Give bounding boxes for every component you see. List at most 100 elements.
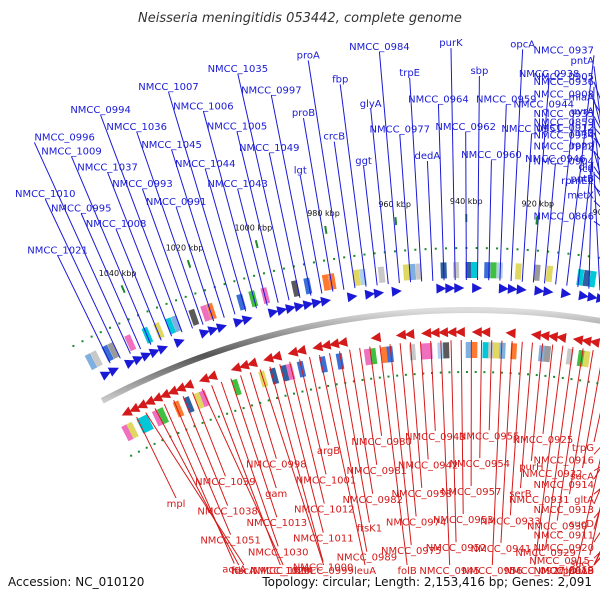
forward-gene-label[interactable]: NMCC_1049 bbox=[239, 143, 300, 154]
reverse-gene-label[interactable]: sucB bbox=[570, 566, 594, 577]
forward-gene-label[interactable]: NMCC_1043 bbox=[207, 179, 268, 190]
reverse-gene-label[interactable]: NMCC_0957 bbox=[441, 487, 502, 498]
reverse-gene-label[interactable]: NMCC_1039 bbox=[195, 477, 256, 488]
forward-gene-label[interactable]: NMCC_0959 bbox=[476, 95, 537, 106]
forward-gene-label[interactable]: lgt bbox=[294, 165, 307, 176]
reverse-gene-label[interactable]: NMCC_0925 bbox=[513, 435, 574, 446]
forward-gene-label[interactable]: NMCC_0934 bbox=[533, 130, 594, 141]
reverse-gene-label[interactable]: NMCC_0913 bbox=[533, 505, 594, 516]
forward-gene-label[interactable]: NMCC_1035 bbox=[208, 64, 269, 75]
forward-gene-label[interactable]: NMCC_1008 bbox=[86, 219, 147, 230]
forward-gene-label[interactable]: NMCC_1036 bbox=[106, 122, 167, 133]
forward-gene-label[interactable]: dld bbox=[579, 162, 594, 173]
reverse-gene-label[interactable]: NMCC_0931 bbox=[509, 495, 570, 506]
forward-gene-label[interactable]: dedA bbox=[415, 151, 441, 162]
forward-gene-label[interactable]: miaA bbox=[569, 92, 595, 103]
forward-gene-label[interactable]: pntB bbox=[571, 174, 595, 185]
forward-gene-label[interactable]: NMCC_0937 bbox=[533, 45, 594, 56]
reverse-gene-label[interactable]: NMCC_0998 bbox=[246, 460, 307, 471]
forward-gene-label[interactable]: rlmB bbox=[571, 128, 595, 139]
forward-gene-label[interactable]: crcB bbox=[323, 132, 345, 143]
reverse-gene-label[interactable]: NMCC_0941 bbox=[471, 544, 532, 555]
reverse-gene-label[interactable]: gltA bbox=[574, 495, 594, 506]
forward-gene-label[interactable]: NMCC_0962 bbox=[435, 122, 496, 133]
forward-gene-label[interactable]: NMCC_0977 bbox=[370, 125, 431, 136]
forward-gene-label[interactable]: NMCC_0964 bbox=[408, 95, 469, 106]
reverse-gene-label[interactable]: folB bbox=[397, 566, 416, 577]
forward-gene-label[interactable]: proB bbox=[292, 108, 315, 119]
reverse-gene-label[interactable]: NMCC_0911 bbox=[533, 530, 594, 541]
reverse-gene-label[interactable]: NMCC_1000 bbox=[293, 563, 354, 574]
reverse-gene-label[interactable]: fdx bbox=[231, 566, 247, 577]
forward-gene-label[interactable]: NMCC_0951 bbox=[501, 124, 562, 135]
reverse-gene-label[interactable]: NMCC_1030 bbox=[248, 547, 309, 558]
forward-gene-label[interactable]: NMCC_1021 bbox=[27, 245, 88, 256]
reverse-gene-label[interactable]: NMCC_0989 bbox=[337, 553, 398, 564]
forward-gene-label[interactable]: NMCC_0905 bbox=[533, 72, 594, 83]
forward-gene-label[interactable]: NMCC_0995 bbox=[51, 204, 112, 215]
forward-gene-label[interactable]: NMCC_0938 bbox=[519, 69, 580, 80]
reverse-gene-label[interactable]: NMCC_0916 bbox=[533, 455, 594, 466]
reverse-gene-label[interactable]: NMCC_0975 bbox=[381, 546, 442, 557]
reverse-gene-label[interactable]: NMCC_0952 bbox=[426, 543, 487, 554]
reverse-gene-label[interactable]: NMCC_0918 bbox=[533, 566, 594, 577]
reverse-gene-label[interactable]: lpdA3 bbox=[565, 566, 594, 577]
forward-gene-label[interactable]: NMCC_0859 bbox=[533, 117, 594, 128]
reverse-gene-label[interactable]: argB bbox=[317, 446, 340, 457]
forward-gene-label[interactable]: NMCC_0944 bbox=[513, 99, 574, 110]
reverse-gene-label[interactable]: NMCC_0929 bbox=[515, 548, 576, 559]
reverse-gene-label[interactable]: sucA bbox=[570, 472, 594, 483]
forward-gene-label[interactable]: proA bbox=[297, 51, 320, 62]
forward-gene-label[interactable]: pntA bbox=[571, 56, 595, 67]
forward-gene-label[interactable]: NMCC_0991 bbox=[146, 197, 207, 208]
forward-gene-label[interactable]: rpmJ bbox=[571, 141, 594, 152]
reverse-gene-label[interactable]: trpG bbox=[572, 443, 594, 454]
reverse-gene-label[interactable]: NMCC_0981 bbox=[347, 466, 408, 477]
reverse-gene-label[interactable]: NMCC_0920 bbox=[533, 543, 594, 554]
reverse-gene-label[interactable]: NMCC_0982 bbox=[342, 495, 403, 506]
reverse-gene-label[interactable]: NMCC_0999 bbox=[293, 566, 354, 577]
forward-gene-label[interactable]: rpmE2 bbox=[561, 176, 594, 187]
reverse-gene-label[interactable]: ftsK1 bbox=[357, 524, 382, 535]
reverse-gene-label[interactable]: trpD bbox=[555, 566, 577, 577]
reverse-gene-label[interactable]: NMCC_0932 bbox=[522, 469, 583, 480]
reverse-gene-label[interactable]: NMCC_0919 bbox=[533, 566, 594, 577]
reverse-gene-label[interactable]: NMCC_0945 bbox=[419, 566, 480, 577]
forward-gene-label[interactable]: sbp bbox=[470, 66, 488, 77]
forward-gene-label[interactable]: NMCC_0922 bbox=[533, 141, 594, 152]
forward-gene-label[interactable]: NMCC_1006 bbox=[173, 101, 234, 112]
reverse-gene-label[interactable]: NMCC_0914 bbox=[533, 480, 594, 491]
reverse-gene-label[interactable]: NMCC_1034 bbox=[253, 566, 314, 577]
forward-gene-label[interactable]: NMCC_0946 bbox=[525, 154, 586, 165]
forward-gene-label[interactable]: NMCC_1045 bbox=[141, 140, 202, 151]
forward-gene-label[interactable]: fbp bbox=[332, 74, 348, 85]
reverse-gene-label[interactable]: NMCC_1029 bbox=[250, 566, 311, 577]
forward-gene-label[interactable]: purK bbox=[439, 38, 463, 49]
reverse-gene-label[interactable]: NMCC_0915 bbox=[529, 556, 590, 567]
reverse-gene-label[interactable]: sucD bbox=[569, 519, 594, 530]
forward-gene-label[interactable]: NMCC_0866 bbox=[533, 211, 594, 222]
reverse-gene-label[interactable]: NMCC_1011 bbox=[293, 534, 354, 545]
forward-gene-label[interactable]: trpE bbox=[399, 68, 420, 79]
forward-gene-label[interactable]: NMCC_0904 bbox=[533, 157, 594, 168]
forward-gene-label[interactable]: NMCC_1037 bbox=[77, 162, 138, 173]
reverse-gene-label[interactable]: mpl bbox=[167, 499, 186, 510]
reverse-gene-label[interactable]: NMCC_0974 bbox=[386, 517, 447, 528]
forward-gene-label[interactable]: NMCC_0935 bbox=[533, 109, 594, 120]
forward-gene-label[interactable]: NMCC_1044 bbox=[175, 159, 236, 170]
reverse-gene-label[interactable]: hscA bbox=[232, 566, 256, 577]
forward-gene-label[interactable]: NMCC_0908 bbox=[533, 89, 594, 100]
reverse-gene-label[interactable]: NMCC_1001 bbox=[296, 475, 357, 486]
forward-gene-label[interactable]: glyA bbox=[360, 99, 382, 110]
reverse-gene-label[interactable]: NMCC_0953 bbox=[433, 515, 494, 526]
reverse-gene-label[interactable]: sucC bbox=[570, 559, 594, 570]
forward-gene-label[interactable]: uvrA bbox=[571, 106, 594, 117]
forward-gene-label[interactable]: NMCC_0912 bbox=[533, 123, 594, 134]
reverse-gene-label[interactable]: leuA bbox=[354, 566, 376, 577]
reverse-gene-label[interactable]: NMCC_0943 bbox=[405, 432, 466, 443]
forward-gene-label[interactable]: NMCC_1005 bbox=[207, 122, 268, 133]
forward-gene-label[interactable]: opcA bbox=[510, 39, 535, 50]
reverse-gene-label[interactable]: serB bbox=[509, 489, 531, 500]
reverse-gene-label[interactable]: NMCC_1013 bbox=[247, 518, 308, 529]
forward-gene-label[interactable]: NMCC_1007 bbox=[138, 82, 199, 93]
